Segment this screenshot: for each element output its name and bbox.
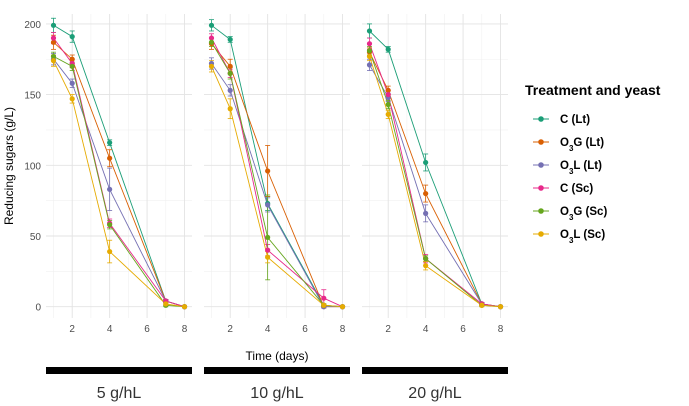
y-tick-label: 100 bbox=[24, 161, 41, 172]
legend-key-point bbox=[538, 116, 544, 122]
data-point bbox=[265, 247, 271, 253]
data-point bbox=[227, 63, 233, 69]
data-point bbox=[265, 234, 271, 241]
data-point bbox=[385, 91, 391, 98]
data-point bbox=[227, 36, 233, 43]
data-point bbox=[69, 56, 75, 62]
legend-entry-label: C (Lt) bbox=[560, 114, 590, 126]
data-point bbox=[107, 140, 113, 146]
legend-entry-label: O3G (Lt) bbox=[560, 137, 604, 153]
data-point bbox=[265, 202, 271, 208]
legend-key-point bbox=[538, 185, 544, 191]
data-point bbox=[423, 210, 429, 216]
data-point bbox=[479, 302, 485, 308]
data-point bbox=[50, 53, 57, 60]
data-point bbox=[50, 58, 57, 64]
data-point bbox=[50, 22, 57, 28]
data-point bbox=[423, 159, 429, 166]
data-point bbox=[321, 295, 327, 301]
data-point bbox=[208, 39, 215, 45]
x-tick-label: 4 bbox=[265, 324, 271, 335]
data-point bbox=[227, 87, 233, 93]
data-point bbox=[50, 39, 57, 45]
data-point bbox=[339, 304, 346, 310]
data-point bbox=[69, 34, 75, 40]
y-tick-label: 50 bbox=[30, 232, 42, 243]
x-tick-label: 4 bbox=[107, 324, 113, 335]
data-point bbox=[107, 248, 113, 255]
data-point bbox=[385, 111, 391, 117]
data-point bbox=[50, 35, 57, 41]
legend-entry-label: O3L (Lt) bbox=[560, 160, 602, 176]
data-point bbox=[227, 70, 233, 76]
facet-strip-bar bbox=[46, 367, 192, 374]
legend-entry-label: O3L (Sc) bbox=[560, 229, 605, 245]
x-tick-label: 8 bbox=[182, 324, 188, 335]
legend-key-point bbox=[538, 208, 544, 214]
legend: Treatment and yeast C (Lt) O3G (Lt) O3L (Lt… bbox=[525, 82, 661, 245]
x-tick-label: 6 bbox=[144, 324, 150, 335]
legend-entry-label: C (Sc) bbox=[560, 183, 593, 195]
y-tick-label: 200 bbox=[24, 20, 41, 31]
y-tick-label: 150 bbox=[24, 91, 41, 102]
data-point bbox=[366, 48, 373, 54]
data-point bbox=[227, 106, 233, 112]
legend-key-point bbox=[538, 162, 544, 168]
x-tick-label: 8 bbox=[340, 324, 346, 335]
data-point bbox=[69, 80, 75, 86]
legend-entry-label: O3G (Sc) bbox=[560, 206, 607, 222]
data-point bbox=[208, 35, 215, 41]
data-point bbox=[208, 22, 215, 28]
x-tick-label: 2 bbox=[69, 324, 75, 335]
data-point bbox=[366, 41, 373, 47]
data-point bbox=[265, 254, 271, 260]
data-point bbox=[385, 101, 391, 108]
data-point bbox=[163, 301, 169, 307]
x-tick-label: 2 bbox=[227, 324, 233, 335]
data-point bbox=[385, 46, 391, 52]
data-point bbox=[366, 53, 373, 60]
data-point bbox=[423, 263, 429, 269]
data-point bbox=[107, 222, 113, 228]
y-tick-label: 0 bbox=[35, 303, 41, 314]
legend-key-point bbox=[538, 231, 544, 237]
data-point bbox=[181, 304, 188, 310]
data-point bbox=[366, 62, 373, 68]
x-tick-label: 4 bbox=[423, 324, 429, 335]
data-point bbox=[423, 190, 429, 197]
data-point bbox=[497, 304, 504, 310]
data-point bbox=[423, 256, 429, 262]
data-point bbox=[107, 186, 113, 192]
legend-title: Treatment and yeast bbox=[525, 82, 661, 98]
axes-layer: Reducing sugars (g/L) 0 50 100 150 200 Time (d… bbox=[2, 20, 504, 363]
facet-strip-label: 10 g/hL bbox=[250, 385, 303, 402]
x-tick-label: 2 bbox=[385, 324, 391, 335]
x-tick-label: 6 bbox=[302, 324, 308, 335]
data-point bbox=[366, 28, 373, 34]
data-point bbox=[107, 155, 113, 161]
facet-strip-bar bbox=[362, 367, 508, 374]
facet-strips-layer: 5 g/hL 10 g/hL 20 g/hL bbox=[46, 367, 508, 402]
legend-key-point bbox=[538, 139, 544, 145]
data-point bbox=[69, 96, 75, 102]
data-point bbox=[321, 302, 327, 308]
facet-strip-bar bbox=[204, 367, 350, 374]
data-point bbox=[69, 63, 75, 69]
points-layer bbox=[50, 22, 504, 310]
data-point bbox=[208, 63, 215, 69]
x-axis-label: Time (days) bbox=[246, 349, 309, 363]
y-axis-label: Reducing sugars (g/L) bbox=[2, 107, 16, 225]
x-tick-label: 6 bbox=[460, 324, 466, 335]
data-point bbox=[385, 87, 391, 93]
facet-strip-label: 5 g/hL bbox=[97, 385, 142, 402]
facet-strip-label: 20 g/hL bbox=[408, 385, 461, 402]
data-point bbox=[265, 168, 271, 174]
x-tick-label: 8 bbox=[498, 324, 504, 335]
